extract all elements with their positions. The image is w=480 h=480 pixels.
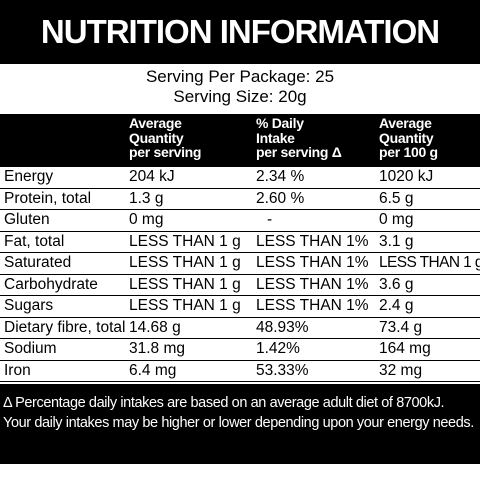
avg-serving-value: LESS THAN 1 g: [129, 254, 241, 271]
footnote-line-1: Δ Percentage daily intakes are based on …: [3, 395, 445, 411]
table-row: Protein, total 1.3 g 2.60 % 6.5 g: [0, 189, 480, 210]
nutrient-name: Fat, total: [4, 232, 65, 250]
footnote: Δ Percentage daily intakes are based on …: [0, 384, 480, 464]
nutrient-name: Protein, total: [4, 189, 92, 207]
avg-100g-value: 73.4 g: [379, 318, 423, 336]
serving-size: Serving Size: 20g: [173, 87, 307, 106]
header-daily-intake: % Daily Intake per serving Δ: [256, 115, 342, 160]
daily-intake-value: LESS THAN 1%: [256, 297, 369, 314]
table-header: Average Quantity per serving % Daily Int…: [0, 114, 480, 167]
daily-intake-value: LESS THAN 1%: [256, 275, 369, 293]
nutrient-name: Sodium: [4, 340, 57, 357]
daily-intake-value: 53.33%: [256, 361, 309, 379]
avg-100g-value: 1020 kJ: [379, 168, 434, 185]
table-row: Fat, total LESS THAN 1 g LESS THAN 1% 3.…: [0, 232, 480, 253]
nutrition-table: Energy 204 kJ 2.34 % 1020 kJ Protein, to…: [0, 167, 480, 382]
avg-100g-value: 0 mg: [379, 211, 414, 228]
table-row: Gluten 0 mg - 0 mg: [0, 210, 480, 232]
daily-intake-value: LESS THAN 1%: [256, 254, 369, 271]
avg-serving-value: 14.68 g: [129, 318, 181, 336]
avg-serving-value: 204 kJ: [129, 168, 175, 185]
nutrient-name: Dietary fibre, total: [4, 318, 126, 336]
avg-serving-value: 6.4 mg: [129, 361, 177, 379]
avg-serving-value: 0 mg: [129, 211, 164, 228]
panel-title: NUTRITION INFORMATION: [40, 13, 440, 50]
avg-serving-value: 1.3 g: [129, 189, 164, 207]
avg-serving-value: LESS THAN 1 g: [129, 232, 241, 250]
table-row: Dietary fibre, total 14.68 g 48.93% 73.4…: [0, 318, 480, 339]
nutrient-name: Saturated: [4, 254, 72, 271]
header-avg-per-serving: Average Quantity per serving: [129, 115, 202, 160]
table-row: Sugars LESS THAN 1 g LESS THAN 1% 2.4 g: [0, 296, 480, 318]
table-row: Saturated LESS THAN 1 g LESS THAN 1% LES…: [0, 253, 480, 275]
nutrient-name: Gluten: [4, 211, 50, 228]
daily-intake-value: -: [267, 211, 273, 228]
servings-per-package: Serving Per Package: 25: [145, 67, 335, 86]
avg-serving-value: LESS THAN 1 g: [129, 275, 241, 293]
header-avg-per-100g: Average Quantity per 100 g: [379, 115, 438, 160]
avg-serving-value: 31.8 mg: [129, 340, 186, 357]
daily-intake-value: LESS THAN 1%: [256, 232, 369, 250]
nutrient-name: Energy: [4, 168, 54, 185]
nutrient-name: Carbohydrate: [4, 275, 98, 293]
avg-100g-value: 3.1 g: [379, 232, 414, 250]
footnote-line-2: Your daily intakes may be higher or lowe…: [3, 415, 474, 431]
avg-100g-value: 3.6 g: [379, 275, 414, 293]
avg-100g-value: 164 mg: [379, 340, 431, 357]
daily-intake-value: 48.93%: [256, 318, 309, 336]
nutrient-name: Sugars: [4, 297, 54, 314]
table-row: Carbohydrate LESS THAN 1 g LESS THAN 1% …: [0, 275, 480, 296]
avg-serving-value: LESS THAN 1 g: [129, 297, 241, 314]
daily-intake-value: 2.60 %: [256, 189, 305, 207]
avg-100g-value: 6.5 g: [379, 189, 414, 207]
table-row: Energy 204 kJ 2.34 % 1020 kJ: [0, 167, 480, 189]
serving-info: Serving Per Package: 25 Serving Size: 20…: [0, 64, 480, 114]
table-row: Iron 6.4 mg 53.33% 32 mg: [0, 361, 480, 382]
title-banner: NUTRITION INFORMATION: [0, 0, 480, 64]
nutrient-name: Iron: [4, 361, 31, 379]
table-row: Sodium 31.8 mg 1.42% 164 mg: [0, 339, 480, 361]
avg-100g-value: 2.4 g: [379, 297, 414, 314]
daily-intake-value: 1.42%: [256, 340, 300, 357]
avg-100g-value: LESS THAN 1 g: [379, 254, 480, 271]
avg-100g-value: 32 mg: [379, 361, 423, 379]
daily-intake-value: 2.34 %: [256, 168, 305, 185]
